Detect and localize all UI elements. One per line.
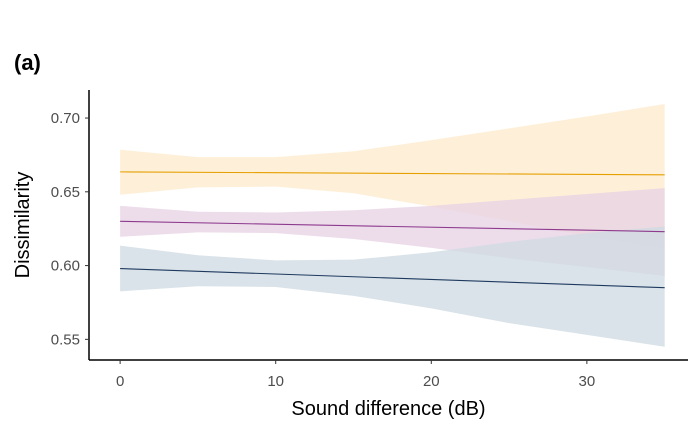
- series-line-2: [120, 220, 665, 233]
- x-tick-label: 20: [423, 373, 440, 390]
- series-line-3: [120, 267, 665, 289]
- y-tick-label: 0.65: [51, 184, 80, 201]
- confidence-ribbon-3: [120, 226, 665, 347]
- y-axis-title: Dissimilarity: [12, 172, 34, 279]
- y-tick-label: 0.55: [51, 331, 80, 348]
- y-tick-label: 0.60: [51, 258, 80, 275]
- y-axis-ticks: 0.55 0.60 0.65 0.70: [51, 110, 89, 348]
- x-tick-label: 10: [267, 373, 284, 390]
- series-lines: [120, 171, 665, 289]
- series-line-1: [120, 171, 665, 176]
- x-tick-label: 30: [579, 373, 596, 390]
- x-tick-label: 0: [116, 373, 124, 390]
- panel-label: (a): [14, 50, 41, 75]
- x-axis-title: Sound difference (dB): [291, 398, 485, 420]
- confidence-ribbons: [120, 104, 665, 347]
- y-tick-label: 0.70: [51, 110, 80, 127]
- x-axis-ticks: 0 10 20 30: [116, 360, 595, 390]
